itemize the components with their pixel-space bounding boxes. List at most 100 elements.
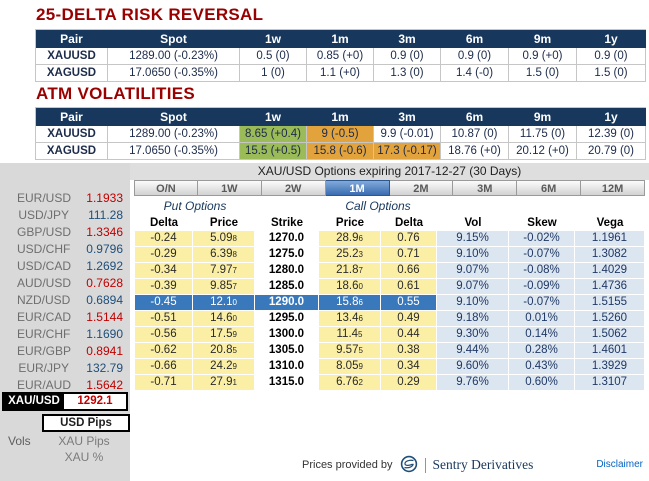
call-price-cell[interactable]: 15.86	[319, 295, 381, 311]
put-price-cell[interactable]: 17.59	[193, 327, 255, 343]
vol-cell[interactable]: 9.07%	[437, 263, 509, 279]
put-price-cell[interactable]: 14.60	[193, 311, 255, 327]
sidebar-pair-nzdusd[interactable]: NZD/USD 0.6894	[0, 291, 130, 308]
tab-on[interactable]: O/N	[134, 180, 198, 196]
call-delta-cell[interactable]: 0.71	[381, 247, 437, 263]
sidebar-pair-eurusd[interactable]: EUR/USD 1.1933	[0, 189, 130, 206]
put-delta-cell[interactable]: -0.66	[135, 359, 193, 375]
put-delta-cell[interactable]: -0.34	[135, 263, 193, 279]
skew-cell[interactable]: -0.09%	[509, 279, 575, 295]
tab-2w[interactable]: 2W	[261, 180, 326, 196]
vega-cell[interactable]: 1.5155	[575, 295, 645, 311]
sidebar-pair-usdcad[interactable]: USD/CAD 1.2692	[0, 257, 130, 274]
skew-cell[interactable]: 0.43%	[509, 359, 575, 375]
vol-cell[interactable]: 9.10%	[437, 295, 509, 311]
vega-cell[interactable]: 1.3929	[575, 359, 645, 375]
put-price-cell[interactable]: 6.398	[193, 247, 255, 263]
vega-cell[interactable]: 1.1961	[575, 231, 645, 247]
tab-2m[interactable]: 2M	[389, 180, 454, 196]
sidebar-pair-usdjpy[interactable]: USD/JPY 111.28	[0, 206, 130, 223]
vol-cell[interactable]: 9.07%	[437, 279, 509, 295]
strike-cell[interactable]: 1305.0	[255, 343, 319, 359]
strike-cell[interactable]: 1285.0	[255, 279, 319, 295]
options-row[interactable]: -0.66 24.29 1310.0 8.059 0.34 9.60% 0.43% 1.392…	[135, 359, 645, 375]
strike-cell[interactable]: 1275.0	[255, 247, 319, 263]
call-price-cell[interactable]: 28.96	[319, 231, 381, 247]
call-delta-cell[interactable]: 0.38	[381, 343, 437, 359]
put-delta-cell[interactable]: -0.51	[135, 311, 193, 327]
tab-3m[interactable]: 3M	[453, 180, 518, 196]
tab-12m[interactable]: 12M	[581, 180, 645, 196]
options-row[interactable]: -0.62 20.85 1305.0 9.575 0.38 9.44% 0.28% 1.460…	[135, 343, 645, 359]
disclaimer-link[interactable]: Disclaimer	[596, 459, 643, 470]
options-row[interactable]: -0.45 12.10 1290.0 15.86 0.55 9.10% -0.07% 1.51…	[135, 295, 645, 311]
options-row[interactable]: -0.29 6.398 1275.0 25.23 0.71 9.10% -0.07% 1.30…	[135, 247, 645, 263]
put-price-cell[interactable]: 27.91	[193, 375, 255, 391]
sidebar-pair-eurgbp[interactable]: EUR/GBP 0.8941	[0, 342, 130, 359]
put-price-cell[interactable]: 7.977	[193, 263, 255, 279]
call-price-cell[interactable]: 9.575	[319, 343, 381, 359]
vol-cell[interactable]: 9.18%	[437, 311, 509, 327]
skew-cell[interactable]: -0.02%	[509, 231, 575, 247]
call-delta-cell[interactable]: 0.76	[381, 231, 437, 247]
sidebar-pair-eurchf[interactable]: EUR/CHF 1.1690	[0, 325, 130, 342]
skew-cell[interactable]: 0.14%	[509, 327, 575, 343]
put-price-cell[interactable]: 20.85	[193, 343, 255, 359]
strike-cell[interactable]: 1315.0	[255, 375, 319, 391]
options-row[interactable]: -0.24 5.098 1270.0 28.96 0.76 9.15% -0.02% 1.19…	[135, 231, 645, 247]
put-delta-cell[interactable]: -0.24	[135, 231, 193, 247]
call-price-cell[interactable]: 13.46	[319, 311, 381, 327]
sidebar-pair-usdchf[interactable]: USD/CHF 0.9796	[0, 240, 130, 257]
call-delta-cell[interactable]: 0.34	[381, 359, 437, 375]
call-price-cell[interactable]: 8.059	[319, 359, 381, 375]
strike-cell[interactable]: 1290.0	[255, 295, 319, 311]
vol-cell[interactable]: 9.44%	[437, 343, 509, 359]
call-price-cell[interactable]: 11.45	[319, 327, 381, 343]
sidebar-pair-eurjpy[interactable]: EUR/JPY 132.79	[0, 359, 130, 376]
vega-cell[interactable]: 1.3082	[575, 247, 645, 263]
call-delta-cell[interactable]: 0.55	[381, 295, 437, 311]
vega-cell[interactable]: 1.3107	[575, 375, 645, 391]
mode-usd-pips-button[interactable]: USD Pips	[42, 414, 130, 432]
mode-xau-percent-button[interactable]: XAU %	[64, 450, 104, 464]
sidebar-pair-xauusd-selected[interactable]: XAU/USD 1292.1	[2, 392, 128, 411]
skew-cell[interactable]: -0.08%	[509, 263, 575, 279]
put-price-cell[interactable]: 12.10	[193, 295, 255, 311]
skew-cell[interactable]: 0.01%	[509, 311, 575, 327]
put-delta-cell[interactable]: -0.62	[135, 343, 193, 359]
tab-1m[interactable]: 1M	[325, 180, 390, 196]
sidebar-pair-eurcad[interactable]: EUR/CAD 1.5144	[0, 308, 130, 325]
tab-1w[interactable]: 1W	[197, 180, 262, 196]
call-delta-cell[interactable]: 0.61	[381, 279, 437, 295]
skew-cell[interactable]: 0.60%	[509, 375, 575, 391]
options-row[interactable]: -0.71 27.91 1315.0 6.762 0.29 9.76% 0.60% 1.310…	[135, 375, 645, 391]
options-row[interactable]: -0.39 9.857 1285.0 18.60 0.61 9.07% -0.09% 1.47…	[135, 279, 645, 295]
strike-cell[interactable]: 1270.0	[255, 231, 319, 247]
call-delta-cell[interactable]: 0.44	[381, 327, 437, 343]
vega-cell[interactable]: 1.4736	[575, 279, 645, 295]
strike-cell[interactable]: 1300.0	[255, 327, 319, 343]
strike-cell[interactable]: 1280.0	[255, 263, 319, 279]
options-row[interactable]: -0.56 17.59 1300.0 11.45 0.44 9.30% 0.14% 1.506…	[135, 327, 645, 343]
put-price-cell[interactable]: 24.29	[193, 359, 255, 375]
vol-cell[interactable]: 9.30%	[437, 327, 509, 343]
put-delta-cell[interactable]: -0.45	[135, 295, 193, 311]
sidebar-pair-gbpusd[interactable]: GBP/USD 1.3346	[0, 223, 130, 240]
call-price-cell[interactable]: 25.23	[319, 247, 381, 263]
mode-xau-pips-button[interactable]: XAU Pips	[58, 434, 110, 448]
call-price-cell[interactable]: 6.762	[319, 375, 381, 391]
call-price-cell[interactable]: 18.60	[319, 279, 381, 295]
vol-cell[interactable]: 9.60%	[437, 359, 509, 375]
vol-cell[interactable]: 9.76%	[437, 375, 509, 391]
put-delta-cell[interactable]: -0.56	[135, 327, 193, 343]
put-delta-cell[interactable]: -0.71	[135, 375, 193, 391]
vega-cell[interactable]: 1.5062	[575, 327, 645, 343]
skew-cell[interactable]: -0.07%	[509, 247, 575, 263]
put-price-cell[interactable]: 9.857	[193, 279, 255, 295]
put-price-cell[interactable]: 5.098	[193, 231, 255, 247]
vol-cell[interactable]: 9.10%	[437, 247, 509, 263]
call-delta-cell[interactable]: 0.66	[381, 263, 437, 279]
strike-cell[interactable]: 1295.0	[255, 311, 319, 327]
options-row[interactable]: -0.34 7.977 1280.0 21.87 0.66 9.07% -0.08% 1.40…	[135, 263, 645, 279]
put-delta-cell[interactable]: -0.29	[135, 247, 193, 263]
